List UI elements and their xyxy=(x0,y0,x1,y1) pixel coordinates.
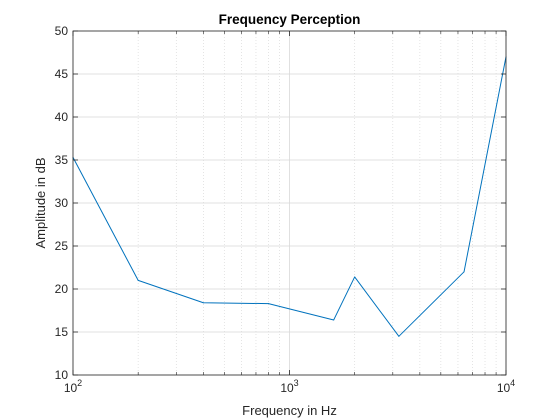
x-tick-labels: 102 103 104 xyxy=(64,378,515,395)
x-tick-label: 103 xyxy=(280,378,298,395)
data-point xyxy=(333,319,335,321)
y-tick-label: 10 xyxy=(55,368,69,382)
y-tick-label: 25 xyxy=(55,239,69,253)
y-tick-label: 20 xyxy=(55,282,69,296)
data-point xyxy=(463,271,465,273)
y-tick-label: 40 xyxy=(55,110,69,124)
x-tick-label: 104 xyxy=(497,378,515,395)
x-axis-label: Frequency in Hz xyxy=(242,403,337,418)
data-point xyxy=(268,303,270,305)
y-tick-label: 45 xyxy=(55,67,69,81)
y-tick-label: 30 xyxy=(55,196,69,210)
data-point xyxy=(137,279,139,281)
y-tick-label: 35 xyxy=(55,153,69,167)
data-point xyxy=(398,335,400,337)
tick-marks xyxy=(72,30,507,376)
x-tick-label: 102 xyxy=(64,378,82,395)
chart-title: Frequency Perception xyxy=(219,12,361,27)
y-axis-label: Amplitude in dB xyxy=(33,157,48,248)
data-point xyxy=(202,302,204,304)
y-tick-label: 50 xyxy=(55,24,69,38)
data-point xyxy=(354,276,356,278)
y-tick-label: 15 xyxy=(55,325,69,339)
y-tick-labels: 10 15 20 25 30 35 40 45 50 xyxy=(55,24,69,382)
